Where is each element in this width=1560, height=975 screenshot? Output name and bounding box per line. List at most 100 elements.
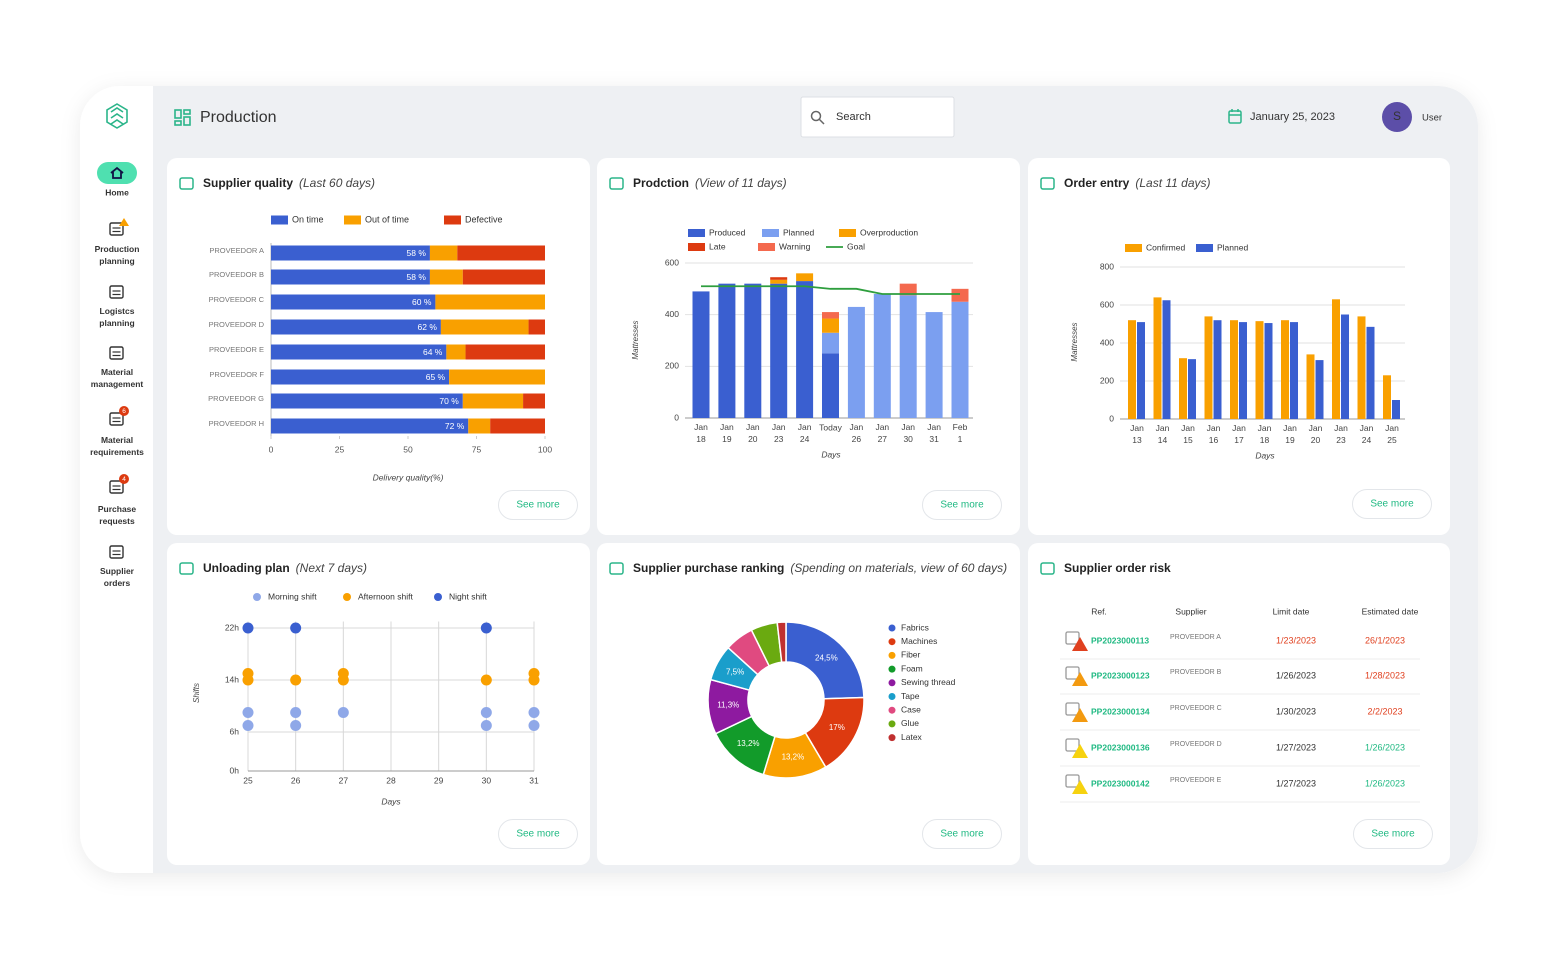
nav-item[interactable]: 6 Material requirements (90, 406, 144, 457)
header-icon (174, 109, 191, 126)
x-tick-label: 25 (335, 444, 345, 454)
bar-segment (718, 283, 736, 418)
calendar-icon (1065, 774, 1080, 788)
nav-icon (109, 412, 124, 426)
x-tick-label: Jan 20 (1309, 423, 1323, 445)
card-title: Unloading plan (Next 7 days) (203, 561, 367, 575)
bar-segment (692, 291, 710, 418)
see-more-button[interactable] (1353, 819, 1433, 849)
see-more-button[interactable] (922, 490, 1002, 520)
legend-label: Afternoon shift (358, 591, 413, 601)
legend-label: Glue (901, 718, 919, 728)
card-title: Supplier order risk (1064, 561, 1171, 575)
bar-segment (899, 283, 917, 296)
nav-item[interactable]: 4 Purchase requests (98, 474, 137, 526)
order-estimated-date: 1/26/2023 (1365, 778, 1405, 788)
search-box[interactable] (800, 96, 955, 138)
slice-label: 7,5% (726, 667, 744, 676)
bar-segment (770, 283, 788, 418)
bar (1264, 323, 1273, 419)
x-tick-label: 25 (243, 775, 253, 785)
order-estimated-date: 1/26/2023 (1365, 742, 1405, 752)
card-title-main: Order entry (1064, 176, 1130, 190)
order-supplier: PROVEEDOR B (1170, 669, 1222, 676)
legend-label: Foam (901, 663, 923, 673)
card-title: Order entry (Last 11 days) (1064, 176, 1211, 190)
order-estimated-date: 2/2/2023 (1367, 706, 1402, 716)
nav-badge-count: 6 (122, 408, 126, 415)
x-axis-label: Days (821, 449, 841, 459)
calendar-icon (1065, 666, 1080, 680)
order-supplier: PROVEEDOR E (1170, 777, 1222, 784)
bar-segment (925, 312, 943, 418)
table-header: Limit date (1273, 606, 1310, 616)
risk-icon (1072, 744, 1088, 758)
legend-label: Late (709, 241, 726, 251)
avatar[interactable] (1382, 102, 1412, 132)
y-tick-label: 400 (665, 309, 679, 319)
nav-warning (119, 218, 129, 226)
nav-item[interactable]: Home (97, 162, 137, 197)
avatar-initial: S (1393, 109, 1401, 123)
legend-label: Defective (465, 214, 503, 224)
see-more-label: See more (1370, 499, 1414, 510)
bar-value-label: 60 % (412, 297, 432, 307)
see-more-button[interactable] (1352, 489, 1432, 519)
legend-swatch (688, 229, 705, 237)
bar-segment (271, 393, 463, 409)
x-tick-label: Jan 18 (694, 422, 708, 444)
nav-item[interactable]: Production planning (95, 218, 140, 266)
see-more-button[interactable] (922, 819, 1002, 849)
nav-icon (109, 480, 124, 494)
legend-dot (888, 706, 896, 714)
nav-item[interactable]: Logistcs planning (99, 285, 135, 328)
y-axis-label: Mattresses (1070, 322, 1079, 361)
slice-label: 13,2% (782, 753, 805, 762)
order-ref: PP2023000123 (1091, 670, 1150, 680)
bar (1162, 300, 1171, 419)
bar-segment (271, 294, 436, 310)
order-ref: PP2023000136 (1091, 742, 1150, 752)
see-more-button[interactable] (498, 490, 578, 520)
legend-dot (888, 665, 896, 673)
bar-segment (796, 281, 814, 418)
point (480, 674, 492, 686)
bar-segment (899, 295, 917, 418)
order-estimated-date: 26/1/2023 (1365, 635, 1405, 645)
bar-segment (523, 393, 545, 409)
legend-dot (888, 679, 896, 687)
nav-item[interactable]: Material management (91, 346, 144, 389)
risk-icon (1072, 780, 1088, 794)
bar (1315, 360, 1324, 419)
card-subtitle: (Last 60 days) (299, 176, 375, 190)
x-tick-label: Feb 1 (953, 422, 968, 444)
legend-label: Case (901, 704, 921, 714)
legend-swatch (758, 243, 775, 251)
table-header: Ref. (1091, 606, 1107, 616)
bar (1255, 321, 1264, 419)
bar (1179, 358, 1187, 419)
nav-icon (109, 545, 124, 559)
risk-icon (1072, 708, 1088, 722)
page-title: Production (200, 109, 277, 126)
x-tick-label: 0 (269, 444, 274, 454)
card-title: Supplier quality (Last 60 days) (203, 176, 375, 190)
goal-line (701, 285, 960, 295)
nav-item[interactable]: Supplier orders (100, 545, 135, 588)
bar-segment (528, 319, 545, 335)
bar (1306, 354, 1315, 419)
y-tick-label: 800 (1100, 261, 1114, 271)
point (242, 622, 254, 634)
x-tick-label: 26 (291, 775, 301, 785)
bar-segment (435, 294, 545, 310)
point (480, 622, 492, 634)
nav-active-pill (97, 162, 137, 184)
bar-segment (468, 418, 491, 434)
legend-label: Planned (783, 227, 814, 237)
nav-icon (109, 222, 124, 236)
table-header: Estimated date (1362, 606, 1419, 616)
nav-badge-count: 4 (122, 476, 126, 483)
pie-slice (785, 621, 865, 700)
see-more-button[interactable] (498, 819, 578, 849)
